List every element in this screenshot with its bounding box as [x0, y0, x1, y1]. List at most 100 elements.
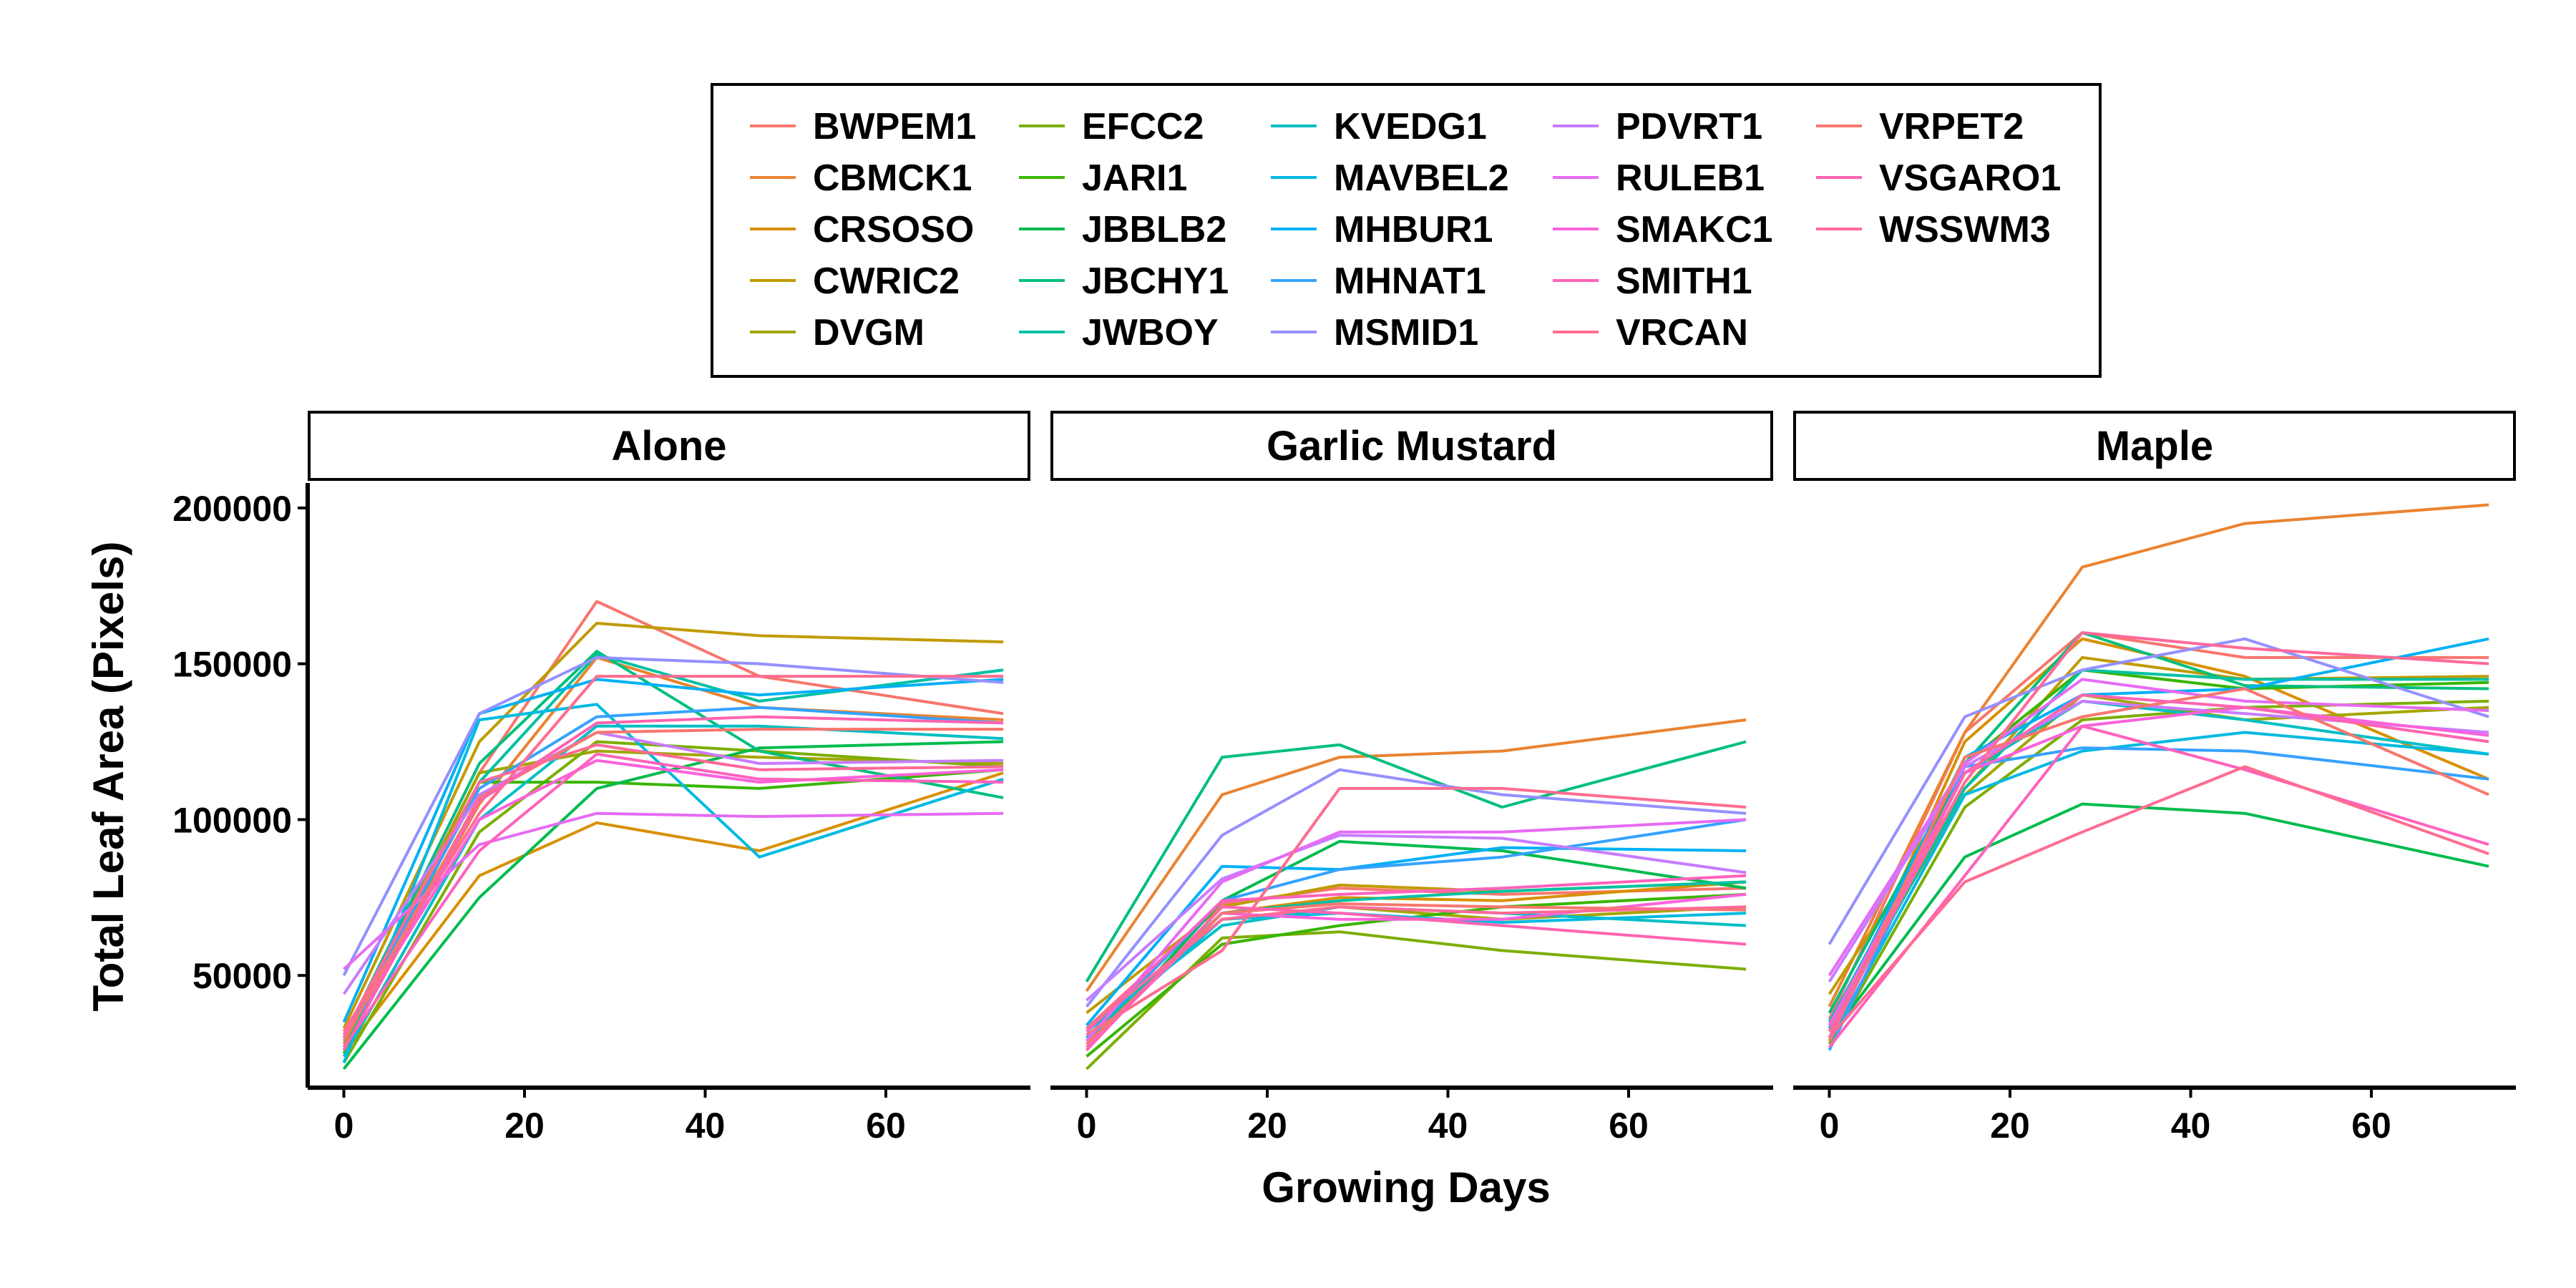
legend: BWPEM1 CBMCK1 CRSOSO CWRIC2 DVGM EFCC2 JARI1 JB… — [711, 83, 2102, 378]
legend-label: PDVRT1 — [1616, 106, 1762, 147]
legend-item-vrcan: VRCAN — [1553, 312, 1748, 353]
legend-item-kvedg1: KVEDG1 — [1271, 106, 1487, 147]
facet-strip — [308, 411, 1030, 481]
series-line-vrcan — [1085, 786, 1747, 1036]
series-line-smakc1 — [1828, 706, 2489, 1026]
legend-label: CRSOSO — [813, 209, 974, 250]
facet-strip — [1050, 411, 1773, 481]
legend-label: CBMCK1 — [813, 157, 972, 199]
legend-label: VRCAN — [1616, 312, 1748, 353]
legend-label: VRPET2 — [1879, 106, 2024, 147]
legend-label: VSGARO1 — [1879, 157, 2061, 199]
panel-alone: Alone 0 20 40 60 50000 100000 150000 200000 — [172, 411, 1030, 1146]
legend-label: EFCC2 — [1082, 106, 1204, 147]
x-tick-label: 40 — [2171, 1106, 2211, 1146]
legend-item-pdvrt1: PDVRT1 — [1553, 106, 1762, 147]
series-line-mhnat1 — [1085, 818, 1747, 1039]
series-line-jbblb2 — [1085, 839, 1747, 1052]
legend-label: MHNAT1 — [1334, 260, 1486, 302]
series-line-wsswm3 — [1085, 905, 1747, 1030]
series-line-mhnat1 — [1828, 746, 2489, 1051]
x-tick-label: 20 — [504, 1106, 545, 1146]
x-tick-label: 20 — [1247, 1106, 1287, 1146]
legend-item-msmid1: MSMID1 — [1271, 312, 1478, 353]
legend-item-smakc1: SMAKC1 — [1553, 209, 1773, 250]
series-line-vsgaro1 — [1085, 905, 1747, 1052]
series-line-smith1 — [1085, 874, 1747, 1033]
x-tick-label: 20 — [1990, 1106, 2030, 1146]
series-line-smith1 — [1828, 724, 2489, 1048]
legend-label: KVEDG1 — [1334, 106, 1487, 147]
legend-label: MAVBEL2 — [1334, 157, 1509, 199]
legend-label: JBBLB2 — [1082, 209, 1226, 250]
x-tick-label: 0 — [1077, 1106, 1097, 1146]
panel-maple: Maple 0 20 40 60 — [1793, 411, 2516, 1146]
series-line-msmid1 — [1085, 768, 1747, 1008]
legend-label: JBCHY1 — [1082, 260, 1229, 302]
y-axis-title: Total Leaf Area (Pixels) — [84, 542, 132, 1012]
x-tick-label: 0 — [334, 1106, 354, 1146]
series-line-efcc2 — [342, 740, 1004, 1064]
series-line-mavbel2 — [1085, 912, 1747, 1043]
y-tick-label: 150000 — [172, 645, 292, 685]
legend-label: MSMID1 — [1334, 312, 1478, 353]
series-line-smith1 — [342, 752, 1004, 1048]
legend-item-mavbel2: MAVBEL2 — [1271, 157, 1509, 199]
legend-item-ruleb1: RULEB1 — [1553, 157, 1765, 199]
series-line-vsgaro1 — [1828, 693, 2489, 1039]
legend-item-jbchy1: JBCHY1 — [1019, 260, 1229, 302]
y-tick-label: 50000 — [192, 956, 292, 996]
series-line-jbblb2 — [342, 740, 1004, 1070]
series-line-vrcan — [1828, 765, 2489, 1039]
x-tick-label: 0 — [1820, 1106, 1840, 1146]
series-line-ruleb1 — [1828, 678, 2489, 977]
legend-item-cbmck1: CBMCK1 — [750, 157, 972, 199]
legend-item-mhbur1: MHBUR1 — [1271, 209, 1493, 250]
series-line-mavbel2 — [1828, 731, 2489, 1042]
legend-label: SMITH1 — [1616, 260, 1752, 302]
x-tick-label: 40 — [686, 1106, 726, 1146]
series-line-vrpet2 — [1828, 687, 2489, 1042]
legend-label: CWRIC2 — [813, 260, 960, 302]
legend-label: DVGM — [813, 312, 924, 353]
series-line-mhnat1 — [342, 706, 1004, 1039]
legend-item-jbblb2: JBBLB2 — [1019, 209, 1226, 250]
legend-label: WSSWM3 — [1879, 209, 2051, 250]
legend-label: BWPEM1 — [813, 106, 976, 147]
series-line-pdvrt1 — [1085, 834, 1747, 1002]
legend-item-jari1: JARI1 — [1019, 157, 1187, 199]
facet-strip — [1793, 411, 2516, 481]
series-line-wsswm3 — [1828, 631, 2489, 1033]
legend-item-smith1: SMITH1 — [1553, 260, 1752, 302]
series-line-mhbur1 — [342, 678, 1004, 1023]
series-line-jari1 — [1085, 892, 1747, 1058]
series-line-jbchy1 — [1085, 740, 1747, 982]
series-line-smakc1 — [342, 758, 1004, 1039]
x-tick-label: 60 — [2351, 1106, 2391, 1146]
x-axis-title: Growing Days — [1262, 1163, 1550, 1211]
series-line-cbmck1 — [1828, 503, 2489, 1008]
legend-item-crsoso: CRSOSO — [750, 209, 974, 250]
legend-item-cwric2: CWRIC2 — [750, 260, 960, 302]
series-line-msmid1 — [1828, 637, 2489, 945]
series-line-wsswm3 — [342, 743, 1004, 1035]
legend-item-bwpem1: BWPEM1 — [750, 106, 976, 147]
facet-strip-label: Alone — [611, 423, 726, 469]
panels: Alone 0 20 40 60 50000 100000 150000 200000 Garli… — [172, 411, 2516, 1146]
series-line-msmid1 — [342, 655, 1004, 977]
series-line-vsgaro1 — [342, 715, 1004, 1051]
legend-label: MHBUR1 — [1334, 209, 1493, 250]
facet-strip-label: Maple — [2096, 423, 2213, 469]
legend-item-jwboy: JWBOY — [1019, 312, 1219, 353]
y-tick-label: 200000 — [172, 489, 292, 529]
legend-item-vrpet2: VRPET2 — [1816, 106, 2024, 147]
legend-label: JWBOY — [1082, 312, 1219, 353]
legend-label: SMAKC1 — [1616, 209, 1773, 250]
series-line-mavbel2 — [342, 703, 1004, 1063]
facet-strip-label: Garlic Mustard — [1267, 423, 1557, 469]
legend-box — [711, 83, 2102, 378]
x-tick-label: 40 — [1428, 1106, 1468, 1146]
panel-garlic-mustard: Garlic Mustard 0 20 40 60 — [1050, 411, 1773, 1146]
series-line-cbmck1 — [1085, 718, 1747, 992]
y-tick-label: 100000 — [172, 800, 292, 840]
